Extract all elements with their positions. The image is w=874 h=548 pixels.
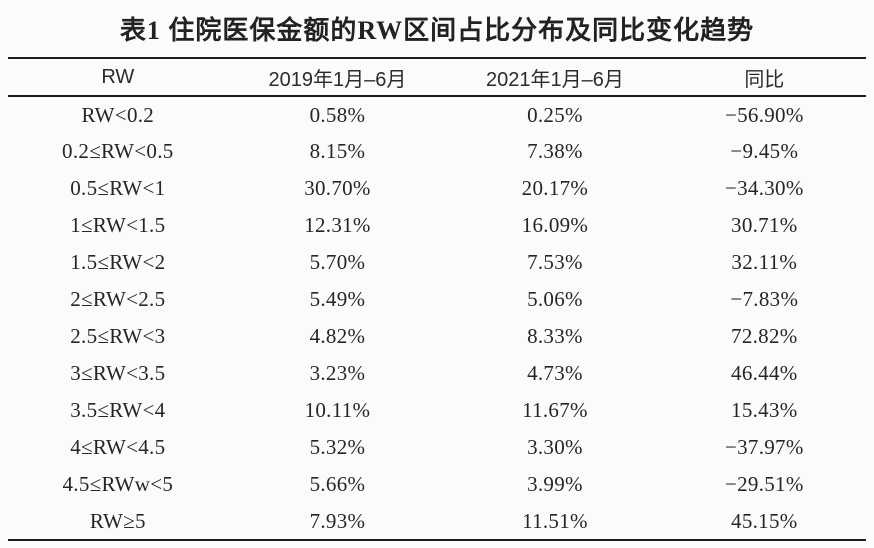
yoy-cell: 45.15% xyxy=(662,503,866,541)
col-header-2021: 2021年1月–6月 xyxy=(447,57,663,97)
table-row: 0.2≤RW<0.5 8.15% 7.38% −9.45% xyxy=(8,133,866,170)
table-row: 2≤RW<2.5 5.49% 5.06% −7.83% xyxy=(8,281,866,318)
yoy-cell: 30.71% xyxy=(731,213,798,237)
pct-2019-cell: 10.11% xyxy=(304,398,371,422)
pct-2019-cell: 12.31% xyxy=(304,213,371,237)
pct-2021-cell: 20.17% xyxy=(521,176,589,200)
table-row: 0.5≤RW<1 30.70% 20.17% −34.30% xyxy=(8,170,866,207)
yoy-cell: 46.44% xyxy=(731,361,798,385)
col-header-2019: 2019年1月–6月 xyxy=(227,57,448,97)
table-row: 3.5≤RW<4 10.11% 11.67% 15.43% xyxy=(8,392,866,429)
table-row: 4.5≤RWw<5 5.66% 3.99% −29.51% xyxy=(8,466,866,503)
pct-2021-cell: 3.99% xyxy=(527,472,583,496)
pct-2019-cell: 4.82% xyxy=(309,324,366,348)
pct-2019-cell: 5.66% xyxy=(309,472,366,496)
pct-2019-cell: 5.32% xyxy=(309,435,366,459)
pct-2021-cell: 4.73% xyxy=(527,361,583,385)
rw-range-cell: 3.5≤RW<4 xyxy=(70,398,166,422)
pct-2021-cell: 11.67% xyxy=(522,398,588,422)
yoy-cell: 15.43% xyxy=(731,398,798,422)
rw-range-cell: 1.5≤RW<2 xyxy=(70,250,166,274)
pct-2021-cell: 16.09% xyxy=(521,213,589,237)
yoy-cell: −29.51% xyxy=(724,472,804,496)
rw-range-cell: 4≤RW<4.5 xyxy=(70,435,166,459)
pct-2019-cell: 0.58% xyxy=(309,102,366,127)
table-title: 表1 住院医保金额的RW区间占比分布及同比变化趋势 xyxy=(119,16,755,45)
pct-2021-cell: 11.51% xyxy=(447,503,663,541)
yoy-cell: −37.97% xyxy=(724,435,804,459)
pct-2019-cell: 8.15% xyxy=(309,139,366,163)
rw-range-cell: RW≥5 xyxy=(8,503,228,541)
pct-2021-cell: 7.53% xyxy=(527,250,583,274)
table-row: 2.5≤RW<3 4.82% 8.33% 72.82% xyxy=(8,318,866,355)
table-row: 4≤RW<4.5 5.32% 3.30% −37.97% xyxy=(8,429,866,466)
pct-2019-cell: 5.70% xyxy=(309,250,366,274)
table-header: RW 2019年1月–6月 2021年1月–6月 同比 xyxy=(8,57,866,97)
rw-range-cell: RW<0.2 xyxy=(81,102,155,127)
pct-2021-cell: 7.38% xyxy=(527,139,583,163)
pct-2021-cell: 5.06% xyxy=(527,287,583,311)
yoy-cell: −56.90% xyxy=(724,102,804,127)
rw-range-cell: 0.5≤RW<1 xyxy=(70,176,166,200)
table-row: 1.5≤RW<2 5.70% 7.53% 32.11% xyxy=(8,244,866,281)
yoy-cell: −34.30% xyxy=(724,176,804,200)
rw-range-cell: 4.5≤RWw<5 xyxy=(62,472,174,496)
pct-2021-cell: 3.30% xyxy=(527,435,583,459)
table-body: RW<0.2 0.58% 0.25% −56.90% 0.2≤RW<0.5 8.… xyxy=(8,96,866,541)
yoy-cell: −9.45% xyxy=(730,139,799,163)
rw-range-cell: 2.5≤RW<3 xyxy=(70,324,166,348)
rw-range-cell: 2≤RW<2.5 xyxy=(70,287,166,311)
yoy-cell: 32.11% xyxy=(731,250,798,274)
table-row: RW<0.2 0.58% 0.25% −56.90% xyxy=(8,96,866,133)
pct-2019-cell: 7.93% xyxy=(227,503,448,541)
pct-2019-cell: 3.23% xyxy=(309,361,366,385)
table-header-row: RW 2019年1月–6月 2021年1月–6月 同比 xyxy=(8,57,866,97)
col-header-yoy: 同比 xyxy=(662,57,866,97)
rw-range-cell: 3≤RW<3.5 xyxy=(70,361,166,385)
col-header-rw: RW xyxy=(8,57,228,97)
pct-2019-cell: 5.49% xyxy=(309,287,366,311)
pct-2019-cell: 30.70% xyxy=(304,176,371,200)
yoy-cell: −7.83% xyxy=(730,287,799,311)
pct-2021-cell: 8.33% xyxy=(527,324,583,348)
rw-distribution-table: RW 2019年1月–6月 2021年1月–6月 同比 RW<0.2 0.58%… xyxy=(8,57,866,541)
table-row: 3≤RW<3.5 3.23% 4.73% 46.44% xyxy=(8,355,866,392)
table-container: RW 2019年1月–6月 2021年1月–6月 同比 RW<0.2 0.58%… xyxy=(8,57,866,541)
rw-range-cell: 0.2≤RW<0.5 xyxy=(62,139,174,163)
yoy-cell: 72.82% xyxy=(731,324,798,348)
table-row: RW≥5 7.93% 11.51% 45.15% xyxy=(8,503,866,541)
table-row: 1≤RW<1.5 12.31% 16.09% 30.71% xyxy=(8,207,866,244)
rw-range-cell: 1≤RW<1.5 xyxy=(70,213,166,237)
pct-2021-cell: 0.25% xyxy=(527,102,583,127)
